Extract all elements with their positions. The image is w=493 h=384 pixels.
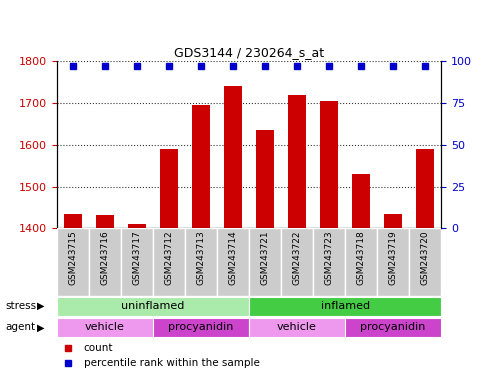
Text: GSM243713: GSM243713 <box>196 230 206 285</box>
Bar <box>417 149 434 228</box>
Bar <box>217 228 249 296</box>
Bar <box>352 174 370 228</box>
Bar <box>256 130 274 228</box>
Title: GDS3144 / 230264_s_at: GDS3144 / 230264_s_at <box>174 46 324 59</box>
Bar <box>385 214 402 228</box>
Text: GSM243712: GSM243712 <box>164 230 174 285</box>
Text: percentile rank within the sample: percentile rank within the sample <box>84 358 259 368</box>
Text: uninflamed: uninflamed <box>121 301 184 311</box>
Bar <box>249 228 281 296</box>
Text: GSM243720: GSM243720 <box>421 230 430 285</box>
Bar <box>224 86 242 228</box>
Bar <box>249 318 345 337</box>
Text: GSM243716: GSM243716 <box>100 230 109 285</box>
Bar <box>96 215 113 228</box>
Text: agent: agent <box>5 322 35 333</box>
Bar <box>64 214 81 228</box>
Bar <box>121 228 153 296</box>
Bar <box>57 228 89 296</box>
Bar <box>281 228 313 296</box>
Text: GSM243723: GSM243723 <box>324 230 334 285</box>
Bar <box>185 228 217 296</box>
Bar <box>249 297 441 316</box>
Text: GSM243714: GSM243714 <box>228 230 238 285</box>
Text: vehicle: vehicle <box>85 322 125 332</box>
Text: GSM243715: GSM243715 <box>68 230 77 285</box>
Bar <box>153 228 185 296</box>
Text: vehicle: vehicle <box>277 322 317 332</box>
Bar <box>57 297 249 316</box>
Bar <box>192 105 210 228</box>
Text: GSM243717: GSM243717 <box>132 230 141 285</box>
Text: GSM243718: GSM243718 <box>356 230 366 285</box>
Text: GSM243721: GSM243721 <box>260 230 270 285</box>
Bar <box>128 224 145 228</box>
Text: GSM243722: GSM243722 <box>292 230 302 285</box>
Text: ▶: ▶ <box>37 322 45 333</box>
Bar <box>57 318 153 337</box>
Bar <box>377 228 409 296</box>
Text: inflamed: inflamed <box>320 301 370 311</box>
Text: procyanidin: procyanidin <box>360 322 426 332</box>
Text: stress: stress <box>5 301 36 311</box>
Bar <box>345 228 377 296</box>
Bar <box>345 318 441 337</box>
Text: ▶: ▶ <box>37 301 45 311</box>
Text: count: count <box>84 343 113 353</box>
Bar <box>320 101 338 228</box>
Bar <box>89 228 121 296</box>
Bar <box>313 228 345 296</box>
Bar <box>409 228 441 296</box>
Bar <box>288 95 306 228</box>
Bar <box>160 149 177 228</box>
Text: GSM243719: GSM243719 <box>388 230 398 285</box>
Bar <box>153 318 249 337</box>
Text: procyanidin: procyanidin <box>168 322 234 332</box>
